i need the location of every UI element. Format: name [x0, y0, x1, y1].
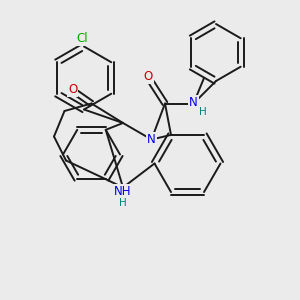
- Text: N: N: [147, 133, 156, 146]
- Text: NH: NH: [114, 184, 132, 198]
- Text: O: O: [144, 70, 153, 83]
- Text: H: H: [199, 107, 207, 117]
- Text: O: O: [68, 83, 77, 96]
- Text: N: N: [189, 95, 198, 109]
- Text: Cl: Cl: [77, 32, 88, 45]
- Text: H: H: [119, 197, 127, 208]
